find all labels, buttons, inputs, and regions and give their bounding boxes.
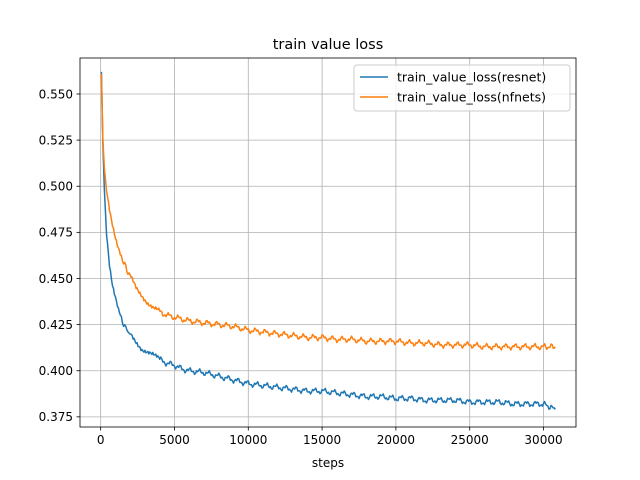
series-line-0 — [100, 71, 556, 410]
grid — [80, 58, 576, 427]
plot-area — [80, 58, 576, 427]
legend-box — [353, 64, 571, 112]
x-tick-label: 10000 — [229, 433, 267, 447]
x-tick-label: 20000 — [377, 433, 415, 447]
series-line-1 — [100, 73, 556, 351]
legend-label: train_value_loss(resnet) — [397, 70, 546, 85]
legend: train_value_loss(resnet) train_value_loss… — [353, 64, 571, 112]
y-tick-label: 0.475 — [39, 226, 73, 240]
x-tick-label: 5000 — [159, 433, 190, 447]
plot-frame — [79, 57, 577, 428]
chart-title: train value loss — [273, 37, 384, 53]
x-tick-label: 30000 — [524, 433, 562, 447]
y-tick-label: 0.550 — [39, 87, 73, 101]
x-tick-label: 15000 — [303, 433, 341, 447]
y-tick-label: 0.425 — [39, 318, 73, 332]
y-tick-label: 0.500 — [39, 180, 73, 194]
y-tick-label: 0.400 — [39, 364, 73, 378]
y-tick-label: 0.375 — [39, 410, 73, 424]
ticks: 0 5000 10000 15000 20000 25000 30000 0.375 0.400… — [39, 87, 563, 447]
x-tick-label: 25000 — [451, 433, 489, 447]
x-tick-label: 0 — [97, 433, 105, 447]
legend-label: train_value_loss(nfnets) — [397, 90, 546, 105]
x-axis-label: steps — [312, 456, 344, 470]
y-tick-label: 0.450 — [39, 272, 73, 286]
series-layer — [100, 71, 556, 410]
y-tick-label: 0.525 — [39, 133, 73, 147]
